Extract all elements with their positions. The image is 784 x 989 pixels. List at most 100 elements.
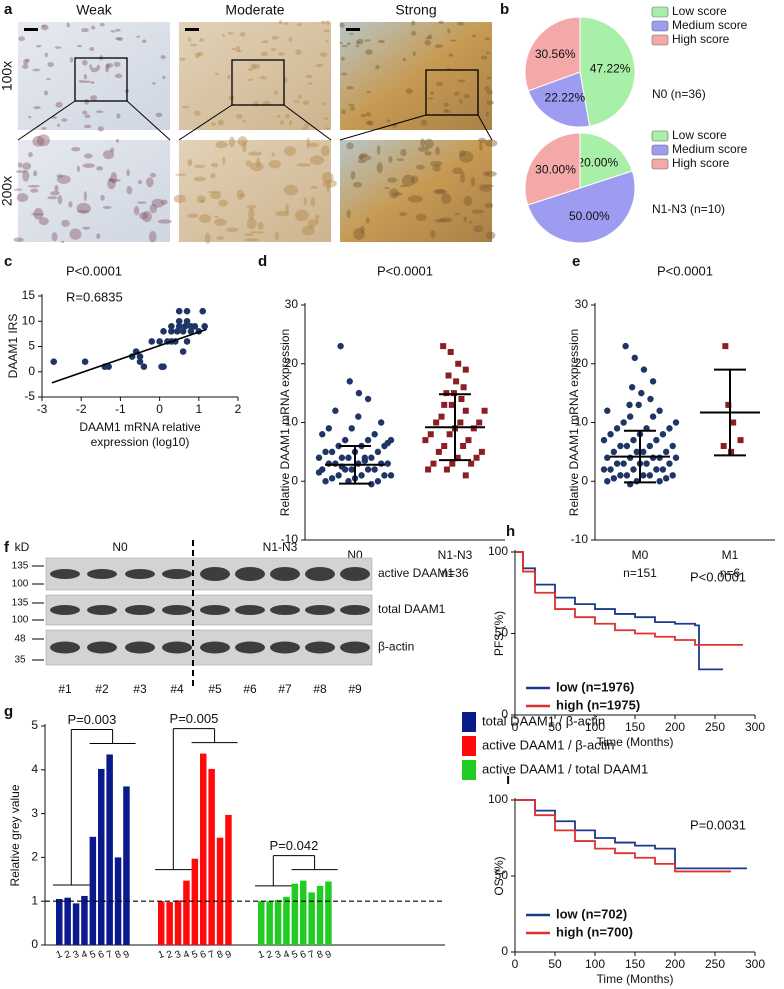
cell [326, 181, 330, 193]
cell [325, 127, 330, 130]
panel-letter: d [258, 253, 267, 270]
cell [357, 159, 367, 164]
cell [22, 162, 32, 170]
cell [227, 74, 231, 80]
bar [81, 895, 88, 945]
point [377, 460, 385, 467]
cell [107, 178, 116, 190]
point [725, 401, 732, 408]
point [649, 378, 657, 385]
legend-label: low (n=1976) [556, 679, 634, 694]
point [348, 466, 355, 473]
cell [68, 201, 73, 208]
point [175, 323, 183, 330]
y-tick-label: 5 [31, 718, 38, 732]
cell [90, 81, 95, 85]
point [607, 431, 614, 438]
cell [181, 105, 190, 109]
legend-label: low (n=702) [556, 906, 627, 921]
y-axis-label: Relative DAAM1 mRNA expression [278, 329, 292, 516]
point [322, 448, 329, 456]
cell [214, 215, 219, 219]
point [626, 454, 634, 461]
point [626, 413, 634, 420]
cell [340, 45, 349, 48]
cell [283, 146, 297, 156]
cell [222, 156, 226, 166]
cell [430, 91, 434, 96]
cell [424, 138, 434, 149]
cell [360, 113, 366, 118]
legend-label: high (n=1975) [556, 697, 640, 712]
cell [204, 232, 211, 244]
value-label: 30.00% [535, 162, 576, 176]
group-label: N1-N3 [263, 540, 298, 554]
x-tick-label: 250 [705, 957, 725, 971]
cell [480, 55, 488, 60]
point [468, 460, 475, 467]
point [377, 419, 385, 426]
cell [244, 238, 259, 242]
cell [321, 102, 326, 106]
point [669, 472, 676, 479]
cell [15, 170, 27, 173]
cell [43, 90, 49, 96]
x-tick-label: 3 [274, 949, 283, 961]
x-tick-label: 9 [324, 949, 333, 961]
value-label: 47.22% [590, 62, 631, 76]
x-sublabel: n=151 [623, 566, 657, 580]
y-tick-label: -10 [281, 532, 299, 546]
cell [215, 141, 228, 149]
micrograph [179, 22, 331, 130]
point [728, 448, 735, 455]
cell [424, 39, 431, 46]
point [662, 448, 670, 456]
point [604, 454, 611, 461]
band [50, 641, 80, 654]
cell [141, 39, 147, 44]
cell [459, 151, 474, 163]
band [125, 641, 155, 654]
cell [107, 178, 121, 182]
cell [57, 195, 63, 205]
cell [430, 230, 436, 239]
cell [424, 151, 432, 156]
cell [155, 112, 163, 118]
point [440, 343, 447, 350]
y-tick-label: 30 [285, 297, 299, 311]
point [361, 457, 369, 464]
bar [89, 836, 97, 945]
point [338, 454, 346, 461]
cell [25, 58, 30, 63]
cell [261, 40, 269, 44]
point [473, 454, 480, 461]
bar [183, 880, 190, 945]
x-tick-label: 5 [190, 949, 199, 961]
cell [314, 214, 320, 220]
cell [427, 97, 434, 100]
cell [301, 225, 315, 236]
point [604, 478, 611, 485]
cell [453, 91, 460, 96]
cell [486, 76, 492, 80]
x-tick-label: 300 [745, 957, 765, 971]
point [332, 460, 339, 467]
point [348, 425, 355, 432]
cell [117, 37, 124, 42]
point [374, 448, 382, 456]
bar [308, 892, 315, 945]
cell [257, 222, 264, 231]
cell [463, 195, 473, 206]
cell [293, 100, 300, 103]
legend-label: High score [672, 156, 730, 170]
x-tick-label: 1 [157, 949, 166, 961]
cell [194, 52, 200, 59]
cell [341, 109, 346, 115]
cell [137, 179, 143, 185]
cell [364, 39, 372, 42]
y-tick-label: 5 [28, 339, 35, 353]
band [125, 569, 155, 579]
legend-swatch [462, 712, 476, 732]
cell [321, 20, 326, 24]
